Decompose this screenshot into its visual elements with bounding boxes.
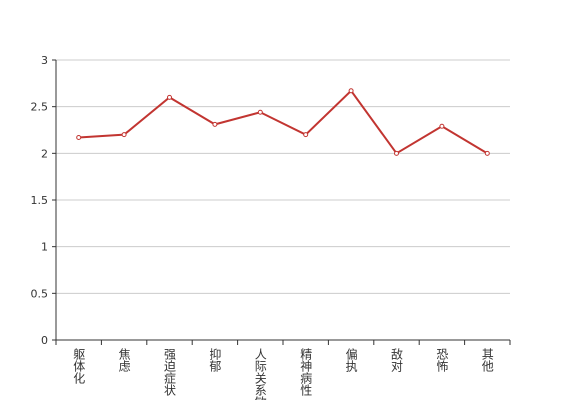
- point: [212, 121, 218, 127]
- point: [394, 150, 399, 156]
- x-tick-label: 其他: [480, 348, 494, 372]
- point: [348, 88, 354, 94]
- point: [439, 123, 445, 129]
- x-tick-label: 人际关系敏感: [253, 348, 267, 400]
- y-tick-label: 0: [41, 334, 48, 347]
- y-tick-label: 0.5: [31, 287, 49, 300]
- y-tick-label: 3: [41, 54, 48, 67]
- point: [303, 132, 309, 138]
- x-tick-label: 焦虑: [117, 348, 131, 372]
- x-tick-label: 偏执: [344, 347, 358, 373]
- point: [76, 134, 82, 140]
- x-tick-label: 敌对: [390, 347, 404, 372]
- point: [167, 94, 172, 100]
- line: [78, 89, 488, 155]
- y-tick-label: 2.5: [31, 101, 49, 114]
- y-tick-label: 1: [41, 241, 48, 254]
- point: [121, 132, 127, 138]
- y-tick-label: 2: [41, 147, 48, 160]
- x-tick-label: 强迫症状: [163, 348, 177, 396]
- x-tick-label: 躯体化: [72, 347, 86, 385]
- point: [484, 150, 490, 156]
- x-tick-label: 恐怖: [435, 348, 449, 372]
- x-tick-label: 精神病性: [299, 348, 313, 397]
- y-tick-label: 1.5: [31, 194, 49, 207]
- point: [257, 109, 263, 115]
- x-tick-label: 抑郁: [208, 347, 222, 373]
